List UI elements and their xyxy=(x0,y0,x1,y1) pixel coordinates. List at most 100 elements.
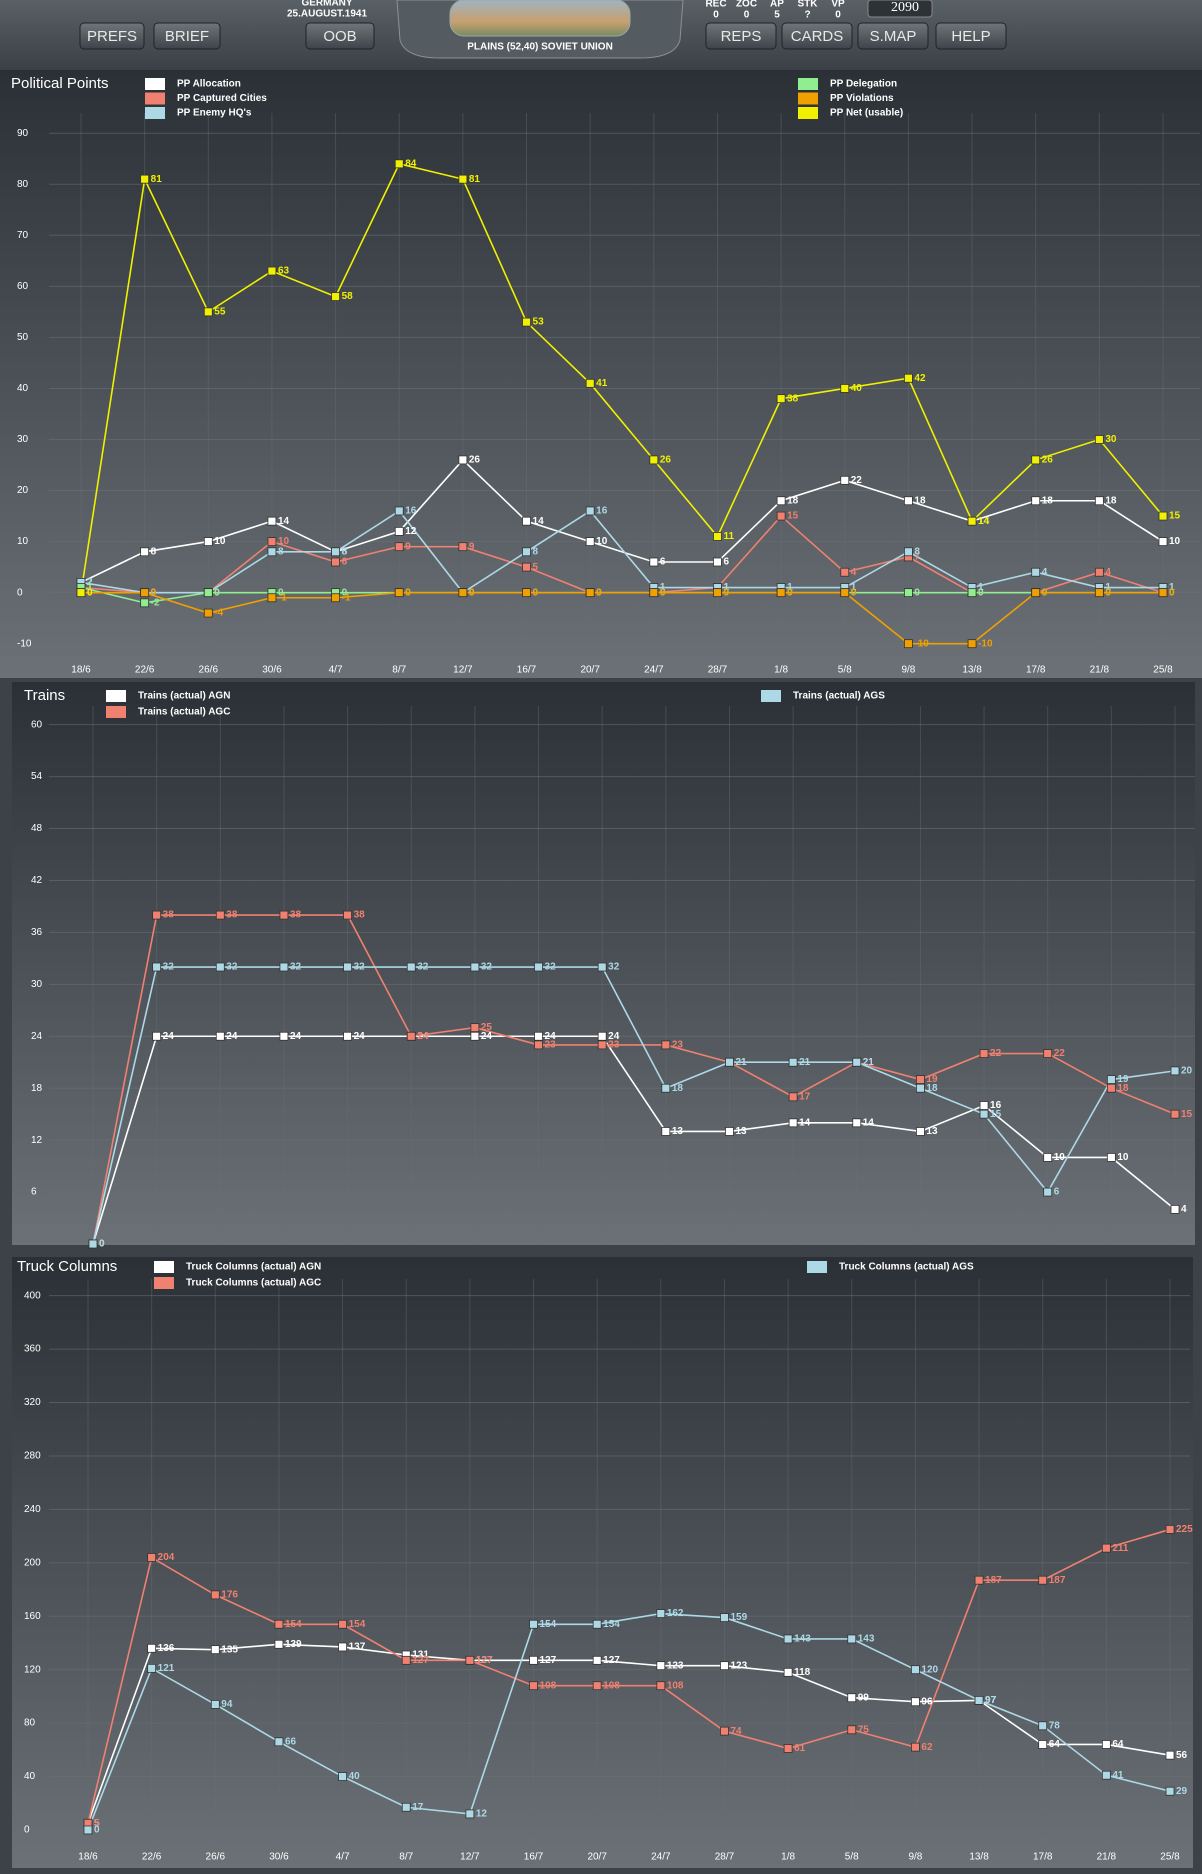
point-marker xyxy=(458,174,468,184)
data-label: 1 xyxy=(87,582,93,593)
data-label: 0 xyxy=(469,587,475,598)
point-marker xyxy=(267,593,277,603)
data-label: 135 xyxy=(221,1644,238,1655)
x-tick-label: 25/8 xyxy=(1153,665,1173,676)
data-label: 4 xyxy=(851,567,857,578)
point-marker xyxy=(331,557,340,567)
point-marker xyxy=(215,962,225,972)
data-label: 61 xyxy=(794,1743,806,1754)
point-marker xyxy=(847,1634,857,1644)
point-marker xyxy=(76,588,86,598)
point-marker xyxy=(911,1665,920,1675)
data-label: 32 xyxy=(545,962,557,973)
point-marker xyxy=(783,1744,793,1753)
point-marker xyxy=(725,1057,734,1067)
button[interactable]: PREFS xyxy=(79,22,145,50)
data-label: 0 xyxy=(99,1239,105,1250)
data-label: 75 xyxy=(858,1724,870,1735)
data-label: 19 xyxy=(926,1074,938,1085)
point-marker xyxy=(140,174,150,184)
point-marker xyxy=(1165,1525,1175,1534)
point-marker xyxy=(406,1031,416,1041)
point-marker xyxy=(203,588,213,598)
panel-background xyxy=(0,70,1202,678)
data-label: 0 xyxy=(1169,587,1175,598)
data-label: -10 xyxy=(914,638,929,649)
data-label: 19 xyxy=(1117,1074,1129,1085)
stat-value: 0 xyxy=(835,10,841,21)
point-marker xyxy=(1170,1109,1180,1119)
point-marker xyxy=(267,266,277,276)
button[interactable]: S.MAP xyxy=(857,22,929,50)
data-label: 176 xyxy=(221,1590,238,1601)
data-label: 40 xyxy=(349,1771,361,1782)
chart-panel: Political Points-10010203040506070809018… xyxy=(0,70,1202,678)
legend-label: Truck Columns (actual) AGS xyxy=(839,1262,974,1273)
button-label: OOB xyxy=(323,28,356,45)
point-marker xyxy=(522,317,531,327)
point-marker xyxy=(83,1825,93,1835)
button[interactable]: CARDS xyxy=(781,22,853,50)
data-label: 0 xyxy=(723,587,729,598)
point-marker xyxy=(394,542,404,552)
data-label: 7 xyxy=(914,552,920,563)
data-label: 0 xyxy=(533,587,539,598)
data-label: 13 xyxy=(926,1126,938,1137)
data-label: 123 xyxy=(667,1660,684,1671)
point-marker xyxy=(597,962,607,972)
button[interactable]: REPS xyxy=(705,22,777,50)
data-label: 23 xyxy=(545,1040,557,1051)
point-marker xyxy=(465,1655,475,1665)
point-marker xyxy=(465,1809,475,1819)
x-tick-label: 16/7 xyxy=(524,1852,544,1863)
point-marker xyxy=(847,1693,857,1703)
data-label: 127 xyxy=(412,1655,429,1666)
point-marker xyxy=(210,1590,220,1600)
point-marker xyxy=(1101,1543,1111,1553)
data-label: 0 xyxy=(851,587,857,598)
y-tick-label: -10 xyxy=(17,638,32,649)
stat-label: REC xyxy=(705,0,726,10)
point-marker xyxy=(840,475,850,485)
button-label: PREFS xyxy=(87,28,137,45)
button[interactable]: HELP xyxy=(935,22,1007,50)
point-marker xyxy=(529,1681,538,1691)
point-marker xyxy=(140,588,150,598)
data-label: 0 xyxy=(1105,587,1111,598)
point-marker xyxy=(592,1681,602,1691)
series-line xyxy=(80,458,1164,584)
point-marker xyxy=(267,516,277,526)
legend-swatch xyxy=(798,92,818,105)
button[interactable]: BRIEF xyxy=(153,22,221,50)
legend-label: Trains (actual) AGC xyxy=(138,707,230,718)
legend-label: PP Net (usable) xyxy=(830,108,903,119)
data-label: 64 xyxy=(1112,1739,1124,1750)
data-label: 15 xyxy=(990,1109,1002,1120)
data-label: 0 xyxy=(596,587,602,598)
data-label: 0 xyxy=(214,587,220,598)
point-marker xyxy=(788,1092,798,1102)
point-marker xyxy=(1031,496,1041,506)
data-label: 32 xyxy=(226,962,238,973)
point-marker xyxy=(1043,1153,1053,1162)
data-label: 1 xyxy=(1169,582,1175,593)
point-marker xyxy=(725,1127,734,1136)
y-tick-label: 40 xyxy=(24,1771,36,1782)
data-label: 136 xyxy=(158,1643,175,1654)
button[interactable]: OOB xyxy=(305,22,375,50)
point-marker xyxy=(210,1700,220,1709)
series-line xyxy=(80,162,1164,593)
x-tick-label: 26/6 xyxy=(206,1852,226,1863)
data-label: 32 xyxy=(163,962,175,973)
points-box xyxy=(867,0,933,18)
data-label: 18 xyxy=(1105,495,1117,506)
data-label: 1 xyxy=(978,582,984,593)
data-label: 0 xyxy=(978,587,984,598)
legend-swatch xyxy=(761,690,781,702)
series-line xyxy=(92,1035,1176,1245)
legend-swatch xyxy=(145,107,165,119)
data-label: 127 xyxy=(603,1655,620,1666)
point-marker xyxy=(522,588,531,598)
chart-panel: Truck Columns040801201602002402803203604… xyxy=(12,1257,1193,1868)
